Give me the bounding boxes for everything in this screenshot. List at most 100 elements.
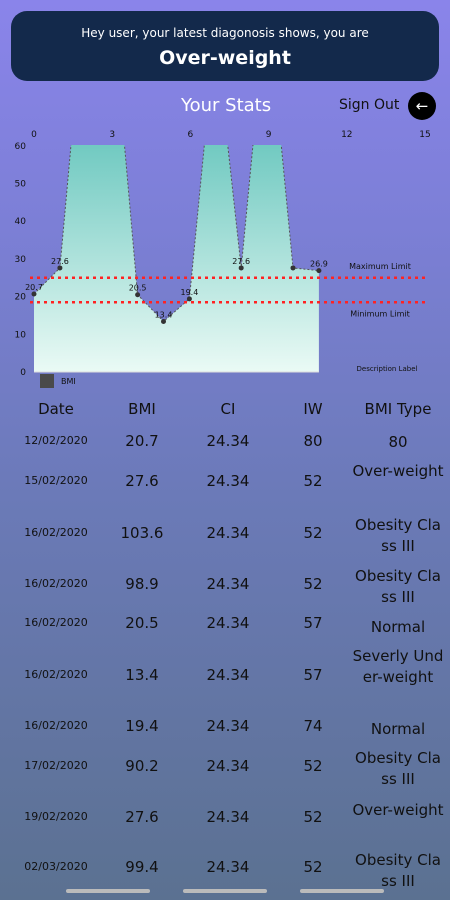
cell-bmi: 27.6 bbox=[125, 808, 159, 826]
header-bmi-type: BMI Type bbox=[364, 400, 432, 418]
maximum-limit-label: Maximum Limit bbox=[349, 262, 411, 271]
cell-bmi-type: Normal bbox=[370, 720, 426, 738]
y-tick-label: 50 bbox=[15, 180, 27, 190]
legend-swatch bbox=[40, 374, 54, 388]
data-point bbox=[238, 265, 244, 271]
minimum-limit-label: Minimum Limit bbox=[350, 309, 409, 318]
diagnosis-message: Hey user, your latest diagonosis shows, … bbox=[81, 26, 369, 40]
cell-iw: 74 bbox=[303, 717, 323, 735]
header-date: Date bbox=[38, 400, 74, 418]
data-label: 13.4 bbox=[155, 310, 173, 319]
y-tick-label: 10 bbox=[15, 330, 27, 340]
data-label: 20.5 bbox=[129, 284, 147, 293]
header-bmi: BMI bbox=[128, 400, 156, 418]
cell-iw: 57 bbox=[303, 666, 323, 684]
cell-bmi: 90.2 bbox=[125, 757, 159, 775]
sign-out-button[interactable]: Sign Out bbox=[339, 97, 400, 113]
bmi-area bbox=[34, 145, 319, 372]
cell-bmi-type: Severly Under-weight bbox=[352, 647, 444, 686]
cell-bmi-type: Obesity Class III bbox=[355, 567, 441, 606]
nav-bar-left bbox=[66, 889, 150, 893]
data-label: 20.7 bbox=[25, 283, 43, 292]
cell-date: 19/02/2020 bbox=[24, 810, 88, 823]
cell-iw: 52 bbox=[303, 472, 323, 490]
cell-ci: 24.34 bbox=[206, 666, 250, 684]
cell-date: 16/02/2020 bbox=[24, 526, 88, 539]
arrow-left-icon[interactable]: ← bbox=[408, 92, 436, 120]
y-tick-label: 30 bbox=[15, 255, 27, 265]
nav-bar-right bbox=[300, 889, 384, 893]
cell-bmi-type: Normal bbox=[370, 618, 426, 636]
data-point bbox=[290, 265, 296, 271]
cell-iw: 52 bbox=[303, 757, 323, 775]
cell-bmi: 19.4 bbox=[125, 717, 159, 735]
cell-ci: 24.34 bbox=[206, 575, 250, 593]
nav-bar-center bbox=[183, 889, 267, 893]
data-point bbox=[316, 268, 322, 274]
data-point bbox=[31, 291, 37, 297]
cell-iw: 52 bbox=[303, 808, 323, 826]
cell-ci: 24.34 bbox=[206, 757, 250, 775]
x-tick-label: 0 bbox=[31, 130, 37, 140]
cell-bmi-type: Over-weight bbox=[352, 462, 444, 480]
cell-bmi: 20.7 bbox=[125, 432, 159, 450]
diagnosis-banner: Hey user, your latest diagonosis shows, … bbox=[11, 11, 439, 81]
x-tick-label: 9 bbox=[266, 130, 272, 140]
cell-ci: 24.34 bbox=[206, 472, 250, 490]
cell-bmi: 13.4 bbox=[125, 666, 159, 684]
cell-bmi: 99.4 bbox=[125, 858, 159, 876]
cell-iw: 52 bbox=[303, 575, 323, 593]
cell-iw: 52 bbox=[303, 524, 323, 542]
y-tick-label: 60 bbox=[15, 142, 27, 152]
cell-ci: 24.34 bbox=[206, 717, 250, 735]
x-tick-label: 15 bbox=[419, 130, 430, 140]
diagnosis-value: Over-weight bbox=[159, 47, 291, 69]
header-ci: CI bbox=[220, 400, 236, 418]
data-label: 26.9 bbox=[310, 260, 328, 269]
cell-date: 15/02/2020 bbox=[24, 474, 88, 487]
x-tick-label: 6 bbox=[188, 130, 194, 140]
cell-bmi: 98.9 bbox=[125, 575, 159, 593]
description-label: Description Label bbox=[357, 365, 418, 373]
table-header: Date BMI CI IW BMI Type bbox=[0, 400, 450, 422]
y-tick-label: 0 bbox=[20, 368, 26, 378]
cell-bmi: 103.6 bbox=[120, 524, 164, 542]
cell-date: 12/02/2020 bbox=[24, 434, 88, 447]
y-tick-label: 20 bbox=[15, 293, 27, 303]
cell-ci: 24.34 bbox=[206, 614, 250, 632]
cell-date: 16/02/2020 bbox=[24, 577, 88, 590]
cell-date: 02/03/2020 bbox=[24, 860, 88, 873]
x-tick-label: 3 bbox=[109, 130, 115, 140]
data-point bbox=[57, 265, 63, 271]
cell-ci: 24.34 bbox=[206, 858, 250, 876]
cell-bmi: 20.5 bbox=[125, 614, 159, 632]
bmi-chart: 0 3 6 9 12 15 0 10 20 30 40 50 60 20.7 27.6 20.5 13.4 19.… bbox=[15, 130, 431, 388]
data-label: 27.6 bbox=[232, 257, 250, 266]
cell-bmi-type: Obesity Class III bbox=[355, 851, 441, 890]
cell-bmi: 27.6 bbox=[125, 472, 159, 490]
page-title: Your Stats bbox=[181, 95, 272, 116]
legend-label: BMI bbox=[61, 377, 76, 386]
cell-bmi-type: Over-weight bbox=[352, 801, 444, 819]
y-tick-label: 40 bbox=[15, 217, 27, 227]
data-point bbox=[161, 318, 166, 324]
data-label: 19.4 bbox=[180, 288, 198, 297]
cell-ci: 24.34 bbox=[206, 432, 250, 450]
cell-ci: 24.34 bbox=[206, 524, 250, 542]
cell-iw: 80 bbox=[303, 432, 323, 450]
cell-bmi-type: Obesity Class III bbox=[355, 749, 441, 788]
x-tick-label: 12 bbox=[341, 130, 352, 140]
data-label: 27.6 bbox=[51, 257, 69, 266]
data-point bbox=[186, 296, 192, 302]
cell-ci: 24.34 bbox=[206, 808, 250, 826]
cell-date: 16/02/2020 bbox=[24, 719, 88, 732]
data-point bbox=[135, 292, 141, 298]
cell-bmi-type: Obesity Class III bbox=[355, 516, 441, 555]
cell-bmi-type: 80 bbox=[388, 433, 408, 451]
cell-date: 16/02/2020 bbox=[24, 668, 88, 681]
cell-date: 17/02/2020 bbox=[24, 759, 88, 772]
cell-date: 16/02/2020 bbox=[24, 616, 88, 629]
cell-iw: 52 bbox=[303, 858, 323, 876]
header-iw: IW bbox=[303, 400, 323, 418]
cell-iw: 57 bbox=[303, 614, 323, 632]
